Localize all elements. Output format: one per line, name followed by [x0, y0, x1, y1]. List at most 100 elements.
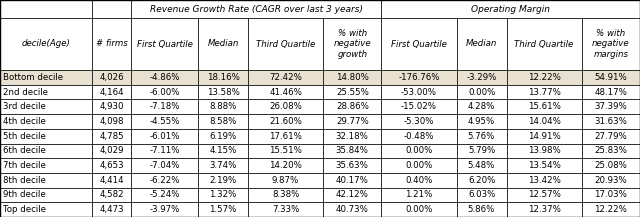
Text: 4.15%: 4.15% [209, 146, 237, 155]
Bar [0, 202, 92, 217]
Bar [248, 129, 323, 143]
Text: Top decile: Top decile [3, 205, 45, 214]
Bar [198, 202, 248, 217]
Text: -5.24%: -5.24% [150, 191, 180, 199]
Bar [582, 18, 640, 70]
Text: 41.46%: 41.46% [269, 87, 302, 97]
Bar [323, 173, 381, 188]
Bar [198, 114, 248, 129]
Bar [198, 70, 248, 85]
Text: 42.12%: 42.12% [336, 191, 369, 199]
Bar [323, 70, 381, 85]
Text: 8th decile: 8th decile [3, 176, 45, 185]
Text: 14.20%: 14.20% [269, 161, 302, 170]
Bar [323, 85, 381, 99]
Text: 29.77%: 29.77% [336, 117, 369, 126]
Bar [456, 70, 507, 85]
Text: 8.58%: 8.58% [209, 117, 237, 126]
Text: decile(Age): decile(Age) [21, 39, 70, 49]
Bar [198, 129, 248, 143]
Text: 17.61%: 17.61% [269, 132, 302, 141]
Text: -7.18%: -7.18% [150, 102, 180, 111]
Text: # firms: # firms [95, 39, 127, 49]
Bar [507, 143, 582, 158]
Text: -6.22%: -6.22% [150, 176, 180, 185]
Bar [131, 85, 198, 99]
Bar [248, 202, 323, 217]
Bar [582, 202, 640, 217]
Bar [582, 129, 640, 143]
Text: 20.93%: 20.93% [595, 176, 627, 185]
Bar [0, 85, 92, 99]
Bar [0, 173, 92, 188]
Bar [248, 158, 323, 173]
Bar [0, 18, 92, 70]
Text: 40.73%: 40.73% [336, 205, 369, 214]
Text: 4,582: 4,582 [99, 191, 124, 199]
Bar [131, 114, 198, 129]
Bar [582, 85, 640, 99]
Text: Revenue Growth Rate (CAGR over last 3 years): Revenue Growth Rate (CAGR over last 3 ye… [150, 5, 363, 13]
Bar [456, 143, 507, 158]
Text: 40.17%: 40.17% [336, 176, 369, 185]
Bar [507, 85, 582, 99]
Bar [456, 158, 507, 173]
Text: 5th decile: 5th decile [3, 132, 45, 141]
Text: 5.76%: 5.76% [468, 132, 495, 141]
Bar [131, 99, 198, 114]
Text: 6.20%: 6.20% [468, 176, 495, 185]
Bar [198, 99, 248, 114]
Text: 6.19%: 6.19% [209, 132, 237, 141]
Text: -6.00%: -6.00% [150, 87, 180, 97]
Text: 12.37%: 12.37% [527, 205, 561, 214]
Text: -15.02%: -15.02% [401, 102, 437, 111]
Bar [131, 143, 198, 158]
Bar [0, 0, 92, 18]
Text: 1.32%: 1.32% [209, 191, 237, 199]
Text: 1.57%: 1.57% [209, 205, 237, 214]
Text: 14.80%: 14.80% [336, 73, 369, 82]
Text: 12.57%: 12.57% [527, 191, 561, 199]
Bar [323, 143, 381, 158]
Text: Median: Median [466, 39, 497, 49]
Bar [0, 158, 92, 173]
Text: 37.39%: 37.39% [595, 102, 627, 111]
Bar [582, 188, 640, 202]
Bar [582, 99, 640, 114]
Bar [131, 129, 198, 143]
Bar [198, 188, 248, 202]
Bar [323, 129, 381, 143]
Text: 13.98%: 13.98% [528, 146, 561, 155]
Bar [381, 0, 640, 18]
Bar [456, 129, 507, 143]
Bar [92, 70, 131, 85]
Bar [131, 70, 198, 85]
Text: 15.51%: 15.51% [269, 146, 302, 155]
Bar [582, 114, 640, 129]
Text: Third Quartile: Third Quartile [256, 39, 316, 49]
Text: 31.63%: 31.63% [595, 117, 627, 126]
Bar [381, 158, 456, 173]
Bar [381, 70, 456, 85]
Text: 25.83%: 25.83% [595, 146, 627, 155]
Text: 4,164: 4,164 [99, 87, 124, 97]
Text: 2nd decile: 2nd decile [3, 87, 47, 97]
Bar [131, 173, 198, 188]
Text: -176.76%: -176.76% [398, 73, 440, 82]
Text: 25.08%: 25.08% [595, 161, 627, 170]
Bar [381, 99, 456, 114]
Bar [381, 202, 456, 217]
Text: 13.54%: 13.54% [527, 161, 561, 170]
Text: First Quartile: First Quartile [391, 39, 447, 49]
Text: 25.55%: 25.55% [336, 87, 369, 97]
Bar [131, 0, 381, 18]
Bar [507, 188, 582, 202]
Bar [131, 18, 198, 70]
Text: 54.91%: 54.91% [595, 73, 627, 82]
Text: Bottom decile: Bottom decile [3, 73, 63, 82]
Bar [198, 143, 248, 158]
Bar [248, 143, 323, 158]
Text: 4.28%: 4.28% [468, 102, 495, 111]
Text: 5.48%: 5.48% [468, 161, 495, 170]
Text: -4.55%: -4.55% [150, 117, 180, 126]
